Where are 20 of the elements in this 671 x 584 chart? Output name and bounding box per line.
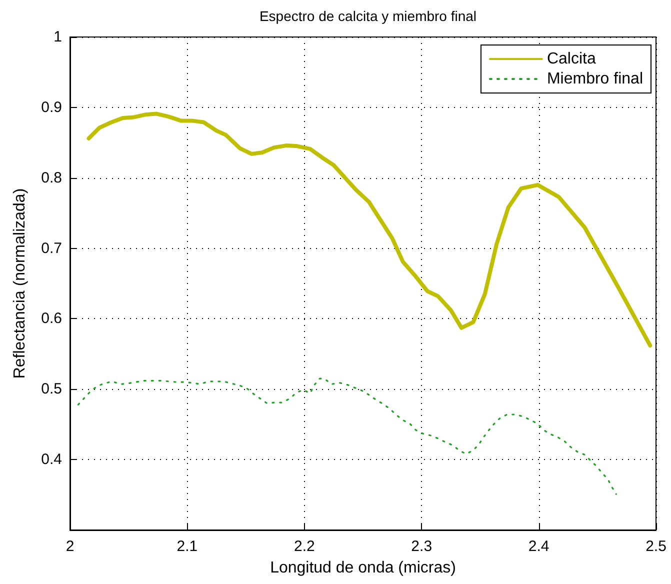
y-tick-label: 1 bbox=[54, 28, 62, 46]
y-axis-title: Reflectancia (normalizada) bbox=[12, 188, 28, 379]
y-tick-label: 0.4 bbox=[41, 451, 62, 468]
x-axis-title: Longitud de onda (micras) bbox=[270, 560, 456, 576]
y-tick-label: 0.5 bbox=[41, 380, 62, 398]
line-series bbox=[77, 378, 617, 495]
y-tick-label: 0.6 bbox=[41, 310, 62, 328]
legend-label: Miembro final bbox=[546, 70, 643, 88]
y-tick-label: 0.7 bbox=[41, 240, 62, 257]
x-tick-label: 2.2 bbox=[294, 538, 315, 555]
x-tick-label: 2.3 bbox=[411, 538, 432, 555]
legend-label: Calcita bbox=[546, 50, 596, 68]
x-tick-label: 2 bbox=[66, 538, 74, 555]
x-tick-label: 2.1 bbox=[176, 538, 198, 555]
line-series bbox=[86, 112, 652, 348]
x-tick-label: 2.4 bbox=[528, 538, 550, 555]
x-tick-label: 2.5 bbox=[646, 538, 666, 555]
y-tick-label: 0.8 bbox=[41, 169, 62, 186]
chart-title: Espectro de calcita y miembro final bbox=[259, 8, 477, 24]
y-tick-label: 0.9 bbox=[41, 98, 62, 116]
